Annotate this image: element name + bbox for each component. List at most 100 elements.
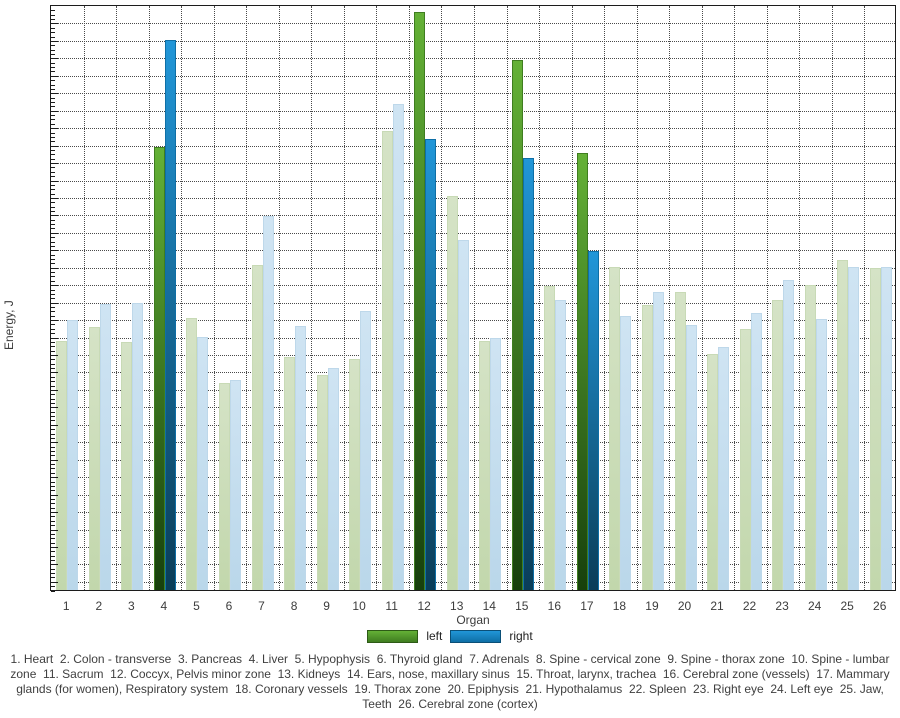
bar-right-21[interactable] bbox=[718, 347, 730, 590]
bar-right-17[interactable] bbox=[587, 251, 599, 590]
bar-right-23[interactable] bbox=[783, 280, 795, 590]
hgridline bbox=[51, 494, 895, 496]
y-axis-tick bbox=[51, 328, 55, 330]
y-axis-tick bbox=[51, 280, 55, 282]
bar-left-26[interactable] bbox=[869, 268, 881, 590]
x-tick-label-9: 9 bbox=[323, 599, 330, 613]
x-tick-label-26: 26 bbox=[873, 599, 887, 613]
bar-left-8[interactable] bbox=[284, 357, 296, 590]
y-axis-tick bbox=[51, 581, 58, 583]
bar-right-2[interactable] bbox=[99, 304, 111, 590]
bar-left-14[interactable] bbox=[479, 341, 491, 590]
y-axis-tick bbox=[51, 276, 55, 278]
bar-left-21[interactable] bbox=[707, 354, 719, 590]
bar-left-18[interactable] bbox=[609, 267, 621, 590]
bar-left-3[interactable] bbox=[121, 342, 133, 590]
y-axis-tick bbox=[51, 206, 55, 208]
legend-swatch-right[interactable] bbox=[450, 629, 502, 643]
x-tick-label-10: 10 bbox=[352, 599, 366, 613]
bar-right-16[interactable] bbox=[555, 300, 567, 590]
bar-left-9[interactable] bbox=[316, 375, 328, 590]
bar-right-18[interactable] bbox=[620, 316, 632, 590]
bar-right-19[interactable] bbox=[652, 292, 664, 590]
bar-right-11[interactable] bbox=[392, 104, 404, 590]
hgridline bbox=[51, 75, 895, 77]
vgridline bbox=[474, 6, 475, 590]
y-axis-tick bbox=[51, 542, 55, 544]
bar-right-24[interactable] bbox=[815, 319, 827, 590]
y-axis-tick bbox=[51, 472, 55, 474]
bar-right-3[interactable] bbox=[132, 303, 144, 590]
bar-right-5[interactable] bbox=[197, 337, 209, 590]
bar-right-7[interactable] bbox=[262, 216, 274, 590]
bar-right-25[interactable] bbox=[848, 267, 860, 590]
vgridline bbox=[669, 6, 671, 590]
y-axis-tick bbox=[51, 324, 55, 326]
bar-right-1[interactable] bbox=[67, 320, 79, 590]
y-axis-tick bbox=[51, 141, 55, 143]
bar-right-20[interactable] bbox=[685, 325, 697, 590]
bar-left-12[interactable] bbox=[414, 12, 426, 590]
hgridline bbox=[51, 459, 895, 461]
legend-swatch-left[interactable] bbox=[367, 629, 419, 643]
y-axis-tick bbox=[51, 241, 55, 243]
y-axis-tick bbox=[51, 573, 55, 575]
y-axis-tick bbox=[51, 424, 58, 426]
hgridline bbox=[51, 145, 895, 147]
bar-right-14[interactable] bbox=[490, 338, 502, 590]
hgridline bbox=[51, 267, 895, 269]
x-tick-label-8: 8 bbox=[290, 599, 298, 613]
y-axis-tick bbox=[51, 163, 58, 165]
y-axis-tick bbox=[51, 320, 58, 322]
y-axis-tick bbox=[51, 197, 58, 199]
vgridline bbox=[181, 6, 183, 590]
bar-left-24[interactable] bbox=[804, 285, 816, 590]
y-axis-tick bbox=[51, 93, 58, 95]
bar-right-9[interactable] bbox=[327, 368, 339, 590]
bar-right-6[interactable] bbox=[229, 380, 241, 590]
bar-right-10[interactable] bbox=[360, 311, 372, 590]
y-axis-tick bbox=[51, 184, 55, 186]
vgridline bbox=[441, 6, 443, 590]
bar-left-23[interactable] bbox=[772, 300, 784, 590]
bar-left-17[interactable] bbox=[576, 153, 588, 590]
bar-left-16[interactable] bbox=[544, 286, 556, 590]
bar-left-4[interactable] bbox=[153, 147, 165, 590]
bar-right-22[interactable] bbox=[750, 313, 762, 590]
bar-left-10[interactable] bbox=[349, 359, 361, 590]
bar-right-15[interactable] bbox=[522, 158, 534, 590]
bar-right-12[interactable] bbox=[425, 139, 437, 590]
bar-left-19[interactable] bbox=[641, 305, 653, 590]
y-axis-tick bbox=[51, 359, 55, 361]
vgridline bbox=[83, 6, 85, 590]
y-axis-tick bbox=[51, 337, 58, 339]
y-axis-tick bbox=[51, 97, 55, 99]
bar-left-25[interactable] bbox=[837, 260, 849, 590]
hgridline bbox=[51, 23, 895, 25]
y-axis-tick bbox=[51, 516, 55, 518]
bar-left-2[interactable] bbox=[88, 327, 100, 590]
bar-left-11[interactable] bbox=[381, 131, 393, 590]
bar-left-15[interactable] bbox=[511, 60, 523, 590]
bar-left-13[interactable] bbox=[446, 196, 458, 590]
bar-right-13[interactable] bbox=[457, 240, 469, 590]
legend-label-left[interactable]: left bbox=[426, 629, 443, 643]
legend-label-right[interactable]: right bbox=[509, 629, 533, 643]
bar-right-4[interactable] bbox=[164, 40, 176, 590]
y-axis-tick bbox=[51, 289, 55, 291]
hgridline bbox=[51, 58, 895, 60]
bar-left-7[interactable] bbox=[251, 265, 263, 590]
bar-left-20[interactable] bbox=[674, 292, 686, 590]
bar-right-26[interactable] bbox=[880, 267, 892, 590]
y-axis-tick bbox=[51, 10, 55, 12]
bar-left-22[interactable] bbox=[739, 329, 751, 590]
hgridline bbox=[51, 215, 895, 217]
bar-right-8[interactable] bbox=[295, 326, 307, 590]
y-axis-tick bbox=[51, 180, 58, 182]
bar-left-6[interactable] bbox=[218, 383, 230, 590]
y-axis-tick bbox=[51, 119, 55, 121]
bar-left-5[interactable] bbox=[186, 318, 198, 590]
vgridline bbox=[734, 6, 736, 590]
plot-area bbox=[50, 5, 896, 592]
bar-left-1[interactable] bbox=[56, 341, 68, 590]
